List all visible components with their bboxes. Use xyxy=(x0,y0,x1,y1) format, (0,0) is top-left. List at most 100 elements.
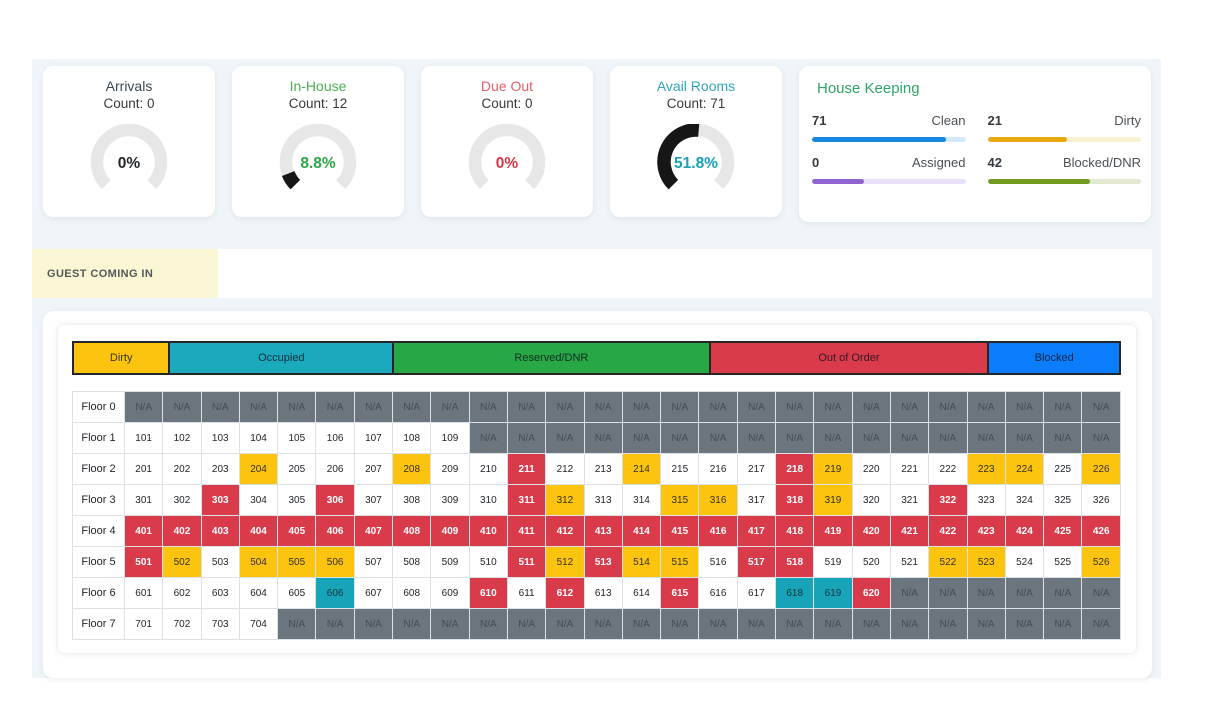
room-cell-321[interactable]: 321 xyxy=(889,484,930,516)
room-cell-419[interactable]: 419 xyxy=(813,515,853,547)
room-cell-109[interactable]: 109 xyxy=(430,422,470,454)
room-cell-313[interactable]: 313 xyxy=(583,484,623,516)
room-cell-505[interactable]: 505 xyxy=(277,546,317,578)
room-cell-406[interactable]: 406 xyxy=(315,515,355,547)
room-cell-601[interactable]: 601 xyxy=(123,577,164,609)
room-cell-212[interactable]: 212 xyxy=(545,453,585,485)
room-cell-403[interactable]: 403 xyxy=(200,515,240,547)
room-cell-508[interactable]: 508 xyxy=(392,546,432,578)
room-cell-301[interactable]: 301 xyxy=(123,484,164,516)
room-cell-510[interactable]: 510 xyxy=(468,546,508,578)
room-cell-308[interactable]: 308 xyxy=(392,484,432,516)
room-cell-326[interactable]: 326 xyxy=(1081,484,1121,516)
room-cell-607[interactable]: 607 xyxy=(353,577,394,609)
room-cell-422[interactable]: 422 xyxy=(928,515,968,547)
room-cell-424[interactable]: 424 xyxy=(1004,515,1045,547)
room-cell-609[interactable]: 609 xyxy=(430,577,470,609)
room-cell-602[interactable]: 602 xyxy=(162,577,202,609)
room-cell-416[interactable]: 416 xyxy=(698,515,738,547)
room-cell-520[interactable]: 520 xyxy=(851,546,891,578)
room-cell-305[interactable]: 305 xyxy=(277,484,317,516)
room-cell-318[interactable]: 318 xyxy=(775,484,815,516)
room-cell-324[interactable]: 324 xyxy=(1004,484,1045,516)
room-cell-107[interactable]: 107 xyxy=(353,422,394,454)
room-cell-605[interactable]: 605 xyxy=(277,577,317,609)
room-cell-208[interactable]: 208 xyxy=(392,453,432,485)
room-cell-502[interactable]: 502 xyxy=(162,546,202,578)
room-cell-319[interactable]: 319 xyxy=(813,484,853,516)
room-cell-604[interactable]: 604 xyxy=(238,577,279,609)
room-cell-310[interactable]: 310 xyxy=(468,484,508,516)
room-cell-322[interactable]: 322 xyxy=(928,484,968,516)
room-cell-521[interactable]: 521 xyxy=(889,546,930,578)
room-cell-410[interactable]: 410 xyxy=(468,515,508,547)
room-cell-617[interactable]: 617 xyxy=(736,577,777,609)
room-cell-408[interactable]: 408 xyxy=(392,515,432,547)
room-cell-312[interactable]: 312 xyxy=(545,484,585,516)
room-cell-201[interactable]: 201 xyxy=(123,453,164,485)
room-cell-517[interactable]: 517 xyxy=(736,546,777,578)
room-cell-304[interactable]: 304 xyxy=(238,484,279,516)
room-cell-426[interactable]: 426 xyxy=(1081,515,1121,547)
room-cell-226[interactable]: 226 xyxy=(1081,453,1121,485)
room-cell-220[interactable]: 220 xyxy=(851,453,891,485)
room-cell-524[interactable]: 524 xyxy=(1004,546,1045,578)
room-cell-610[interactable]: 610 xyxy=(468,577,508,609)
room-cell-512[interactable]: 512 xyxy=(545,546,585,578)
room-cell-207[interactable]: 207 xyxy=(353,453,394,485)
room-cell-514[interactable]: 514 xyxy=(621,546,662,578)
room-cell-411[interactable]: 411 xyxy=(506,515,547,547)
room-cell-414[interactable]: 414 xyxy=(621,515,662,547)
room-cell-225[interactable]: 225 xyxy=(1043,453,1083,485)
room-cell-409[interactable]: 409 xyxy=(430,515,470,547)
room-cell-202[interactable]: 202 xyxy=(162,453,202,485)
room-cell-108[interactable]: 108 xyxy=(392,422,432,454)
room-cell-218[interactable]: 218 xyxy=(775,453,815,485)
room-cell-101[interactable]: 101 xyxy=(123,422,164,454)
room-cell-323[interactable]: 323 xyxy=(966,484,1006,516)
room-cell-513[interactable]: 513 xyxy=(583,546,623,578)
room-cell-317[interactable]: 317 xyxy=(736,484,777,516)
room-cell-615[interactable]: 615 xyxy=(660,577,700,609)
room-cell-105[interactable]: 105 xyxy=(277,422,317,454)
room-cell-307[interactable]: 307 xyxy=(353,484,394,516)
room-cell-612[interactable]: 612 xyxy=(545,577,585,609)
room-cell-503[interactable]: 503 xyxy=(200,546,240,578)
room-cell-525[interactable]: 525 xyxy=(1043,546,1083,578)
room-cell-511[interactable]: 511 xyxy=(506,546,547,578)
room-cell-104[interactable]: 104 xyxy=(238,422,279,454)
room-cell-219[interactable]: 219 xyxy=(813,453,853,485)
room-cell-506[interactable]: 506 xyxy=(315,546,355,578)
room-cell-309[interactable]: 309 xyxy=(430,484,470,516)
room-cell-405[interactable]: 405 xyxy=(277,515,317,547)
room-cell-611[interactable]: 611 xyxy=(506,577,547,609)
room-cell-425[interactable]: 425 xyxy=(1043,515,1083,547)
room-cell-314[interactable]: 314 xyxy=(621,484,662,516)
room-cell-106[interactable]: 106 xyxy=(315,422,355,454)
room-cell-213[interactable]: 213 xyxy=(583,453,623,485)
room-cell-620[interactable]: 620 xyxy=(851,577,891,609)
room-cell-606[interactable]: 606 xyxy=(315,577,355,609)
room-cell-413[interactable]: 413 xyxy=(583,515,623,547)
room-cell-701[interactable]: 701 xyxy=(123,608,164,640)
room-cell-103[interactable]: 103 xyxy=(200,422,240,454)
room-cell-209[interactable]: 209 xyxy=(430,453,470,485)
room-cell-421[interactable]: 421 xyxy=(889,515,930,547)
room-cell-216[interactable]: 216 xyxy=(698,453,738,485)
room-cell-217[interactable]: 217 xyxy=(736,453,777,485)
tab-guest-coming-in[interactable]: GUEST COMING IN xyxy=(32,249,218,298)
room-cell-703[interactable]: 703 xyxy=(200,608,240,640)
room-cell-401[interactable]: 401 xyxy=(123,515,164,547)
room-cell-516[interactable]: 516 xyxy=(698,546,738,578)
room-cell-702[interactable]: 702 xyxy=(162,608,202,640)
room-cell-618[interactable]: 618 xyxy=(775,577,815,609)
room-cell-302[interactable]: 302 xyxy=(162,484,202,516)
room-cell-523[interactable]: 523 xyxy=(966,546,1006,578)
room-cell-223[interactable]: 223 xyxy=(966,453,1006,485)
room-cell-504[interactable]: 504 xyxy=(238,546,279,578)
room-cell-315[interactable]: 315 xyxy=(660,484,700,516)
room-cell-412[interactable]: 412 xyxy=(545,515,585,547)
room-cell-518[interactable]: 518 xyxy=(775,546,815,578)
room-cell-206[interactable]: 206 xyxy=(315,453,355,485)
room-cell-407[interactable]: 407 xyxy=(353,515,394,547)
